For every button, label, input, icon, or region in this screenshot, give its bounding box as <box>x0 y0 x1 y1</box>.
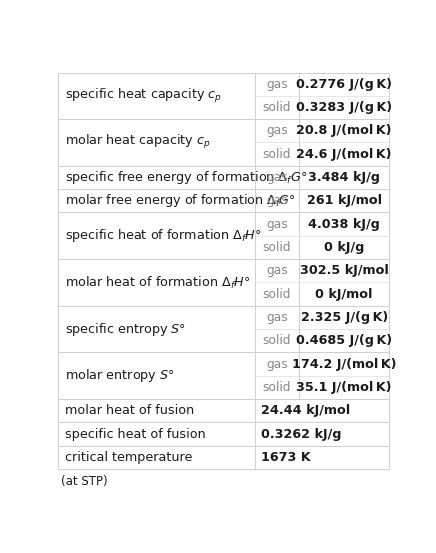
Text: 261 kJ/mol: 261 kJ/mol <box>307 194 382 207</box>
Text: 3.484 kJ/g: 3.484 kJ/g <box>308 171 380 184</box>
Text: specific heat of formation $\Delta_f H°$: specific heat of formation $\Delta_f H°$ <box>65 227 261 244</box>
Text: solid: solid <box>263 381 291 394</box>
Text: specific entropy $S°$: specific entropy $S°$ <box>65 321 186 338</box>
Text: molar free energy of formation $\Delta_f G°$: molar free energy of formation $\Delta_f… <box>65 192 296 210</box>
Text: 20.8 J/(mol K): 20.8 J/(mol K) <box>296 124 392 137</box>
Text: 0 kJ/g: 0 kJ/g <box>324 241 364 254</box>
Text: molar entropy $S°$: molar entropy $S°$ <box>65 367 174 384</box>
Text: gas: gas <box>266 311 288 324</box>
Text: molar heat of formation $\Delta_f H°$: molar heat of formation $\Delta_f H°$ <box>65 274 250 290</box>
Text: solid: solid <box>263 101 291 114</box>
Text: 0.2776 J/(g K): 0.2776 J/(g K) <box>296 77 392 91</box>
Text: specific heat of fusion: specific heat of fusion <box>65 427 205 441</box>
Text: 2.325 J/(g K): 2.325 J/(g K) <box>300 311 388 324</box>
Text: gas: gas <box>266 194 288 207</box>
Text: 302.5 kJ/mol: 302.5 kJ/mol <box>300 264 388 277</box>
Text: gas: gas <box>266 264 288 277</box>
Text: solid: solid <box>263 288 291 301</box>
Text: 24.44 kJ/mol: 24.44 kJ/mol <box>261 404 351 418</box>
Text: 0.3283 J/(g K): 0.3283 J/(g K) <box>296 101 392 114</box>
Text: 0.4685 J/(g K): 0.4685 J/(g K) <box>296 334 392 347</box>
Text: solid: solid <box>263 148 291 161</box>
Text: 174.2 J/(mol K): 174.2 J/(mol K) <box>292 358 396 371</box>
Text: 1673 K: 1673 K <box>261 451 311 464</box>
Text: solid: solid <box>263 241 291 254</box>
Text: 0.3262 kJ/g: 0.3262 kJ/g <box>261 427 342 441</box>
Text: specific heat capacity $c_p$: specific heat capacity $c_p$ <box>65 87 222 105</box>
Text: gas: gas <box>266 171 288 184</box>
Text: gas: gas <box>266 218 288 231</box>
Text: critical temperature: critical temperature <box>65 451 192 464</box>
Text: solid: solid <box>263 334 291 347</box>
Text: molar heat of fusion: molar heat of fusion <box>65 404 194 418</box>
Text: 0 kJ/mol: 0 kJ/mol <box>315 288 373 301</box>
Text: 24.6 J/(mol K): 24.6 J/(mol K) <box>296 148 392 161</box>
Text: gas: gas <box>266 124 288 137</box>
Text: gas: gas <box>266 77 288 91</box>
Text: gas: gas <box>266 358 288 371</box>
Text: 4.038 kJ/g: 4.038 kJ/g <box>308 218 380 231</box>
Text: 35.1 J/(mol K): 35.1 J/(mol K) <box>296 381 392 394</box>
Text: (at STP): (at STP) <box>61 475 108 488</box>
Text: molar heat capacity $c_p$: molar heat capacity $c_p$ <box>65 133 211 152</box>
Text: specific free energy of formation $\Delta_f G°$: specific free energy of formation $\Delt… <box>65 169 307 186</box>
